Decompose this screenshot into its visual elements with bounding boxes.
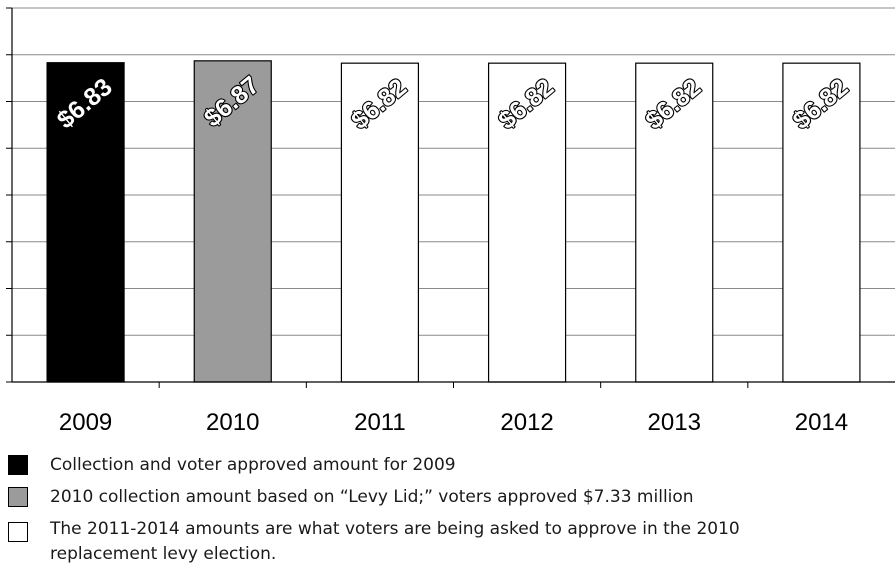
legend: Collection and voter approved amount for…	[0, 445, 895, 573]
x-tick-label-2011: 2011	[354, 409, 406, 436]
legend-text-2010: 2010 collection amount based on “Levy Li…	[50, 487, 694, 507]
bar-2011	[340, 62, 420, 383]
data-labels: $6.83 $6.87 $6.82 $6.82 $6.82 $6.82	[51, 70, 855, 136]
x-tick-label-2010: 2010	[206, 409, 259, 436]
legend-text-2009: Collection and voter approved amount for…	[50, 455, 456, 475]
x-tick-labels: 2009 2010 2011 2012 2013 2014	[59, 382, 848, 436]
bars	[46, 60, 861, 383]
gridlines	[6, 7, 895, 383]
bar-2013	[635, 62, 714, 383]
x-tick-label-2014: 2014	[795, 409, 848, 436]
x-tick-label-2009: 2009	[59, 409, 112, 436]
x-tick-label-2012: 2012	[500, 409, 553, 436]
bar-2014	[782, 62, 861, 383]
bar-chart: $6.83 $6.87 $6.82 $6.82 $6.82 $6.82 2009 2010 2…	[6, 7, 895, 436]
legend-swatch-white	[8, 522, 28, 542]
bar-2009	[46, 62, 125, 383]
bar-2010	[193, 60, 272, 383]
legend-swatch-black	[8, 455, 28, 475]
legend-text-2011-2014: The 2011-2014 amounts are what voters ar…	[50, 519, 740, 564]
legend-swatch-gray	[8, 487, 28, 507]
x-tick-label-2013: 2013	[648, 409, 701, 436]
bar-2012	[487, 62, 567, 383]
